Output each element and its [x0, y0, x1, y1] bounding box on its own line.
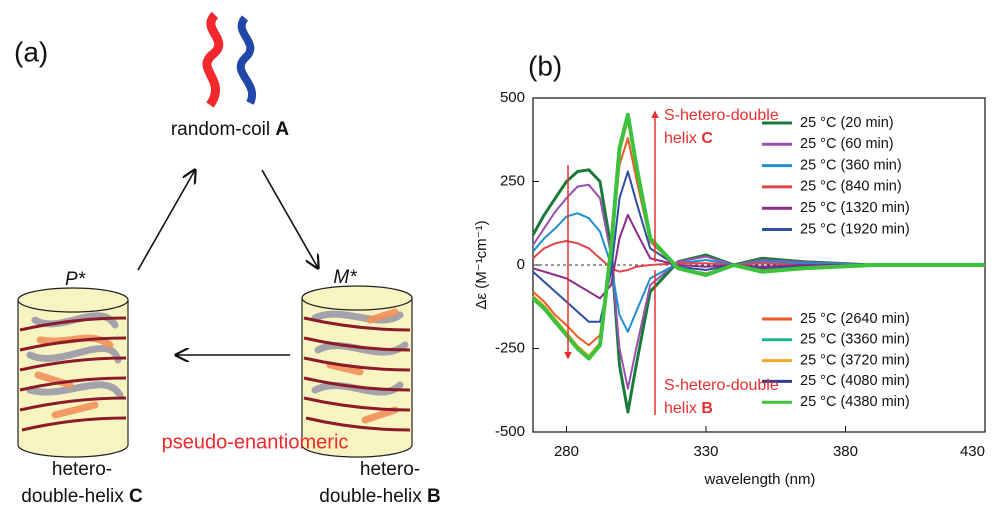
- y-tick-label: 500: [500, 89, 525, 106]
- cylinder-right: [301, 285, 413, 458]
- arrow: [137, 170, 195, 271]
- annotation-bold: B: [701, 400, 713, 417]
- series-line: [532, 213, 985, 300]
- x-tick-label: 280: [554, 443, 579, 460]
- series-line: [531, 168, 985, 414]
- panel-label: (b): [528, 50, 562, 81]
- caption-bold: B: [427, 486, 441, 507]
- caption-text: double-helix: [319, 486, 422, 507]
- annotation-bold: C: [701, 130, 713, 147]
- blue-strand: [236, 15, 256, 105]
- red-strand: [202, 11, 224, 108]
- legend-label: 25 °C (360 min): [800, 157, 902, 173]
- caption: double-helix B: [319, 486, 440, 507]
- caption: hetero-: [360, 459, 420, 480]
- caption-bold: C: [129, 486, 143, 507]
- center-text: pseudo-enantiomeric: [162, 431, 349, 453]
- series-line: [532, 240, 985, 273]
- y-tick-label: -250: [495, 339, 525, 356]
- series-line: [532, 170, 985, 323]
- y-tick-label: -500: [495, 423, 525, 440]
- legend-label: 25 °C (20 min): [800, 115, 894, 131]
- series-line: [532, 212, 985, 333]
- caption: hetero-: [52, 459, 112, 480]
- x-tick-label: 330: [693, 443, 718, 460]
- arrow: [261, 169, 318, 268]
- legend-label: 25 °C (840 min): [800, 179, 902, 195]
- legend-label: 25 °C (4380 min): [800, 394, 910, 410]
- series-line: [532, 183, 985, 390]
- x-tick-label: 430: [960, 443, 985, 460]
- caption: double-helix C: [21, 486, 143, 507]
- annotation: helix B: [664, 400, 713, 417]
- legend-label: 25 °C (1320 min): [800, 200, 910, 216]
- legend-label: 25 °C (3720 min): [800, 352, 910, 368]
- sign-label: P*: [65, 269, 86, 290]
- legend-label: 25 °C (1920 min): [800, 221, 910, 237]
- annotation: S-hetero-double: [664, 377, 779, 394]
- legend-label: 25 °C (2640 min): [800, 311, 910, 327]
- annotation: S-hetero-double: [664, 107, 779, 124]
- annotation: helix C: [664, 130, 713, 147]
- caption-text: double-helix: [21, 486, 124, 507]
- panel-label: (a): [14, 36, 48, 67]
- sign-label: M*: [333, 267, 357, 288]
- top-text: random-coil: [171, 119, 270, 140]
- top-bold: A: [275, 119, 289, 140]
- top-label: random-coil A: [171, 119, 290, 140]
- legend-label: 25 °C (4080 min): [800, 373, 910, 389]
- x-tick-label: 380: [833, 443, 858, 460]
- y-tick-label: 0: [517, 256, 525, 273]
- legend-label: 25 °C (3360 min): [800, 332, 910, 348]
- x-axis-label: wavelength (nm): [704, 471, 816, 488]
- y-tick-label: 250: [500, 172, 525, 189]
- annotation-text: helix: [664, 130, 697, 147]
- series-line: [531, 112, 985, 361]
- annotation-text: helix: [664, 400, 697, 417]
- y-axis-label: Δε (M⁻¹cm⁻¹): [473, 220, 490, 309]
- cylinder-left: [17, 287, 129, 458]
- legend-label: 25 °C (60 min): [800, 136, 894, 152]
